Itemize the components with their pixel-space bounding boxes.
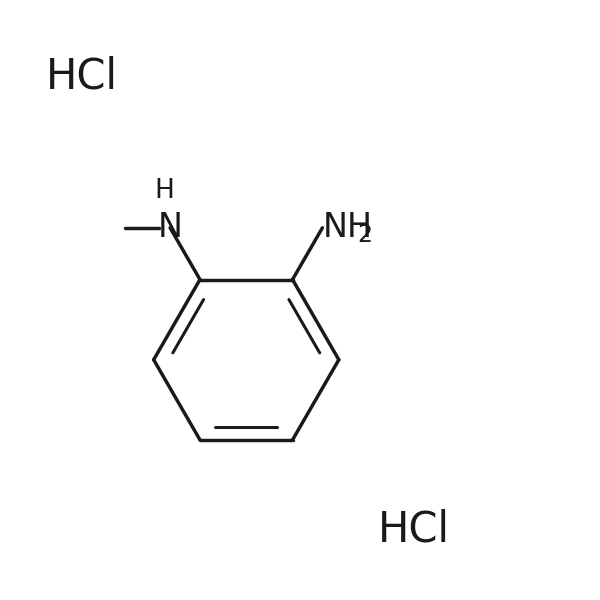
Text: HCl: HCl xyxy=(377,509,449,551)
Text: NH: NH xyxy=(322,211,373,244)
Text: H: H xyxy=(154,178,174,204)
Text: 2: 2 xyxy=(357,223,372,247)
Text: N: N xyxy=(158,211,182,244)
Text: HCl: HCl xyxy=(46,55,118,97)
